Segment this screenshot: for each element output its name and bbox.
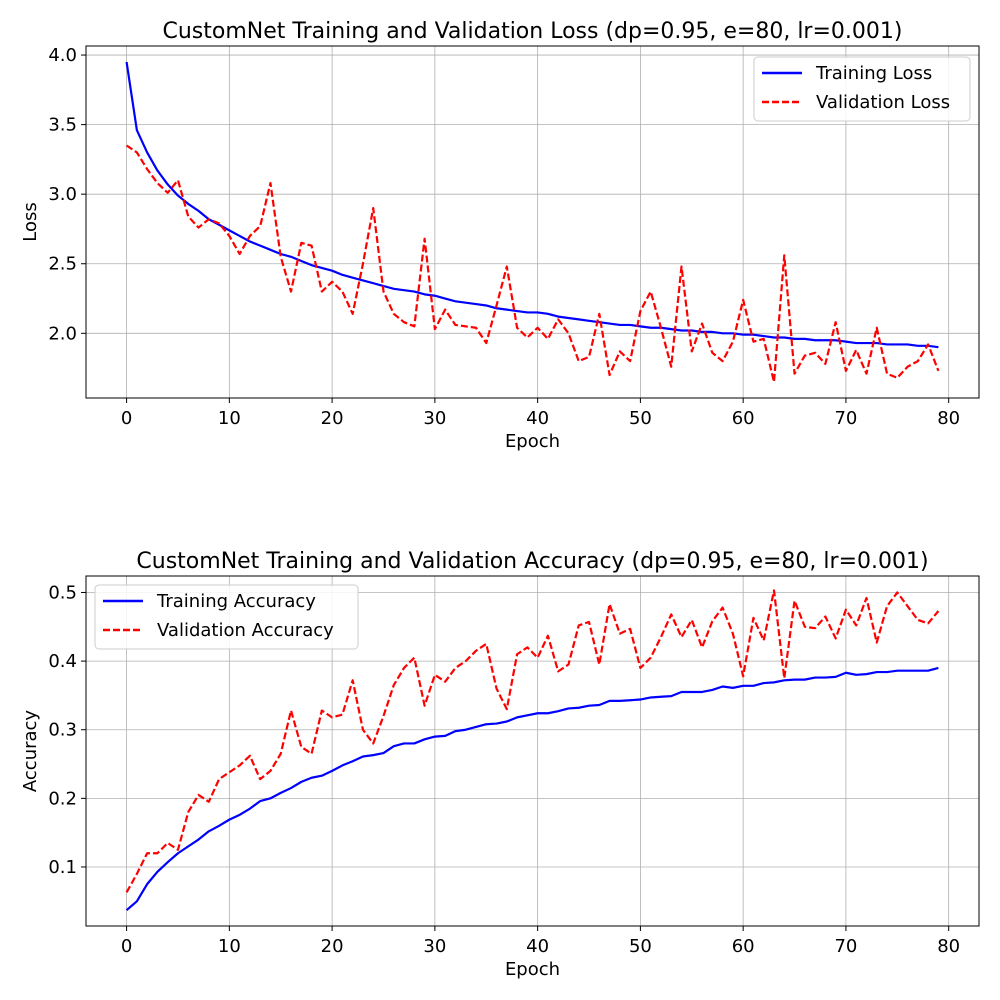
x-tick-label: 10 xyxy=(218,936,241,957)
legend-label: Validation Accuracy xyxy=(157,620,334,641)
x-tick-label: 40 xyxy=(526,936,549,957)
x-tick-label: 50 xyxy=(629,936,652,957)
x-tick-label: 60 xyxy=(732,408,755,429)
x-tick-label: 40 xyxy=(526,408,549,429)
y-tick-label: 2.0 xyxy=(48,323,77,344)
legend-label: Training Loss xyxy=(815,63,932,84)
legend-label: Validation Loss xyxy=(816,92,950,113)
chart-title: CustomNet Training and Validation Accura… xyxy=(136,549,928,574)
y-axis-title: Accuracy xyxy=(20,710,41,793)
legend-box xyxy=(94,584,359,650)
legend-label: Training Accuracy xyxy=(156,591,316,612)
x-tick-label: 70 xyxy=(834,408,857,429)
y-tick-label: 3.0 xyxy=(48,184,77,205)
x-tick-label: 50 xyxy=(629,408,652,429)
legend: Training Loss Validation Loss xyxy=(753,56,971,122)
plot-frame xyxy=(85,575,980,927)
loss-chart: 0 10 20 30 40 50 60 70 80 2.0 2.5 3.0 3.5 4.0 Epoch Los… xyxy=(20,19,980,452)
x-tick-label: 20 xyxy=(321,408,344,429)
x-axis-title: Epoch xyxy=(505,959,560,980)
x-tick-label: 30 xyxy=(423,408,446,429)
training-loss-line xyxy=(125,61,939,349)
x-axis-title: Epoch xyxy=(505,431,560,452)
x-tick-label: 30 xyxy=(423,936,446,957)
validation-loss-line xyxy=(125,144,940,384)
y-tick-label: 0.2 xyxy=(48,788,77,809)
x-tick-label: 0 xyxy=(121,936,132,957)
x-tick-label: 60 xyxy=(732,936,755,957)
x-tick-label: 20 xyxy=(321,936,344,957)
y-tick-label: 3.5 xyxy=(48,115,77,136)
legend-box xyxy=(753,56,971,122)
accuracy-chart: 0 10 20 30 40 50 60 70 80 0.1 0.2 0.3 0.4 0.5 Epoch Acc… xyxy=(20,549,980,980)
x-tick-label: 80 xyxy=(937,936,960,957)
y-tick-label: 0.4 xyxy=(48,651,77,672)
y-tick-label: 0.1 xyxy=(48,857,77,878)
x-tick-label: 10 xyxy=(218,408,241,429)
training-accuracy-line xyxy=(125,666,939,912)
x-tick-label: 0 xyxy=(121,408,132,429)
plot-frame xyxy=(85,45,980,399)
y-tick-label: 0.3 xyxy=(48,720,77,741)
y-tick-label: 4.0 xyxy=(48,45,77,66)
y-tick-label: 0.5 xyxy=(48,582,77,603)
chart-title: CustomNet Training and Validation Loss (… xyxy=(163,19,903,44)
validation-accuracy-line xyxy=(125,589,940,893)
x-tick-label: 70 xyxy=(834,936,857,957)
x-tick-label: 80 xyxy=(937,408,960,429)
y-axis-title: Loss xyxy=(20,202,41,241)
legend: Training Accuracy Validation Accuracy xyxy=(94,584,359,650)
y-tick-label: 2.5 xyxy=(48,254,77,275)
